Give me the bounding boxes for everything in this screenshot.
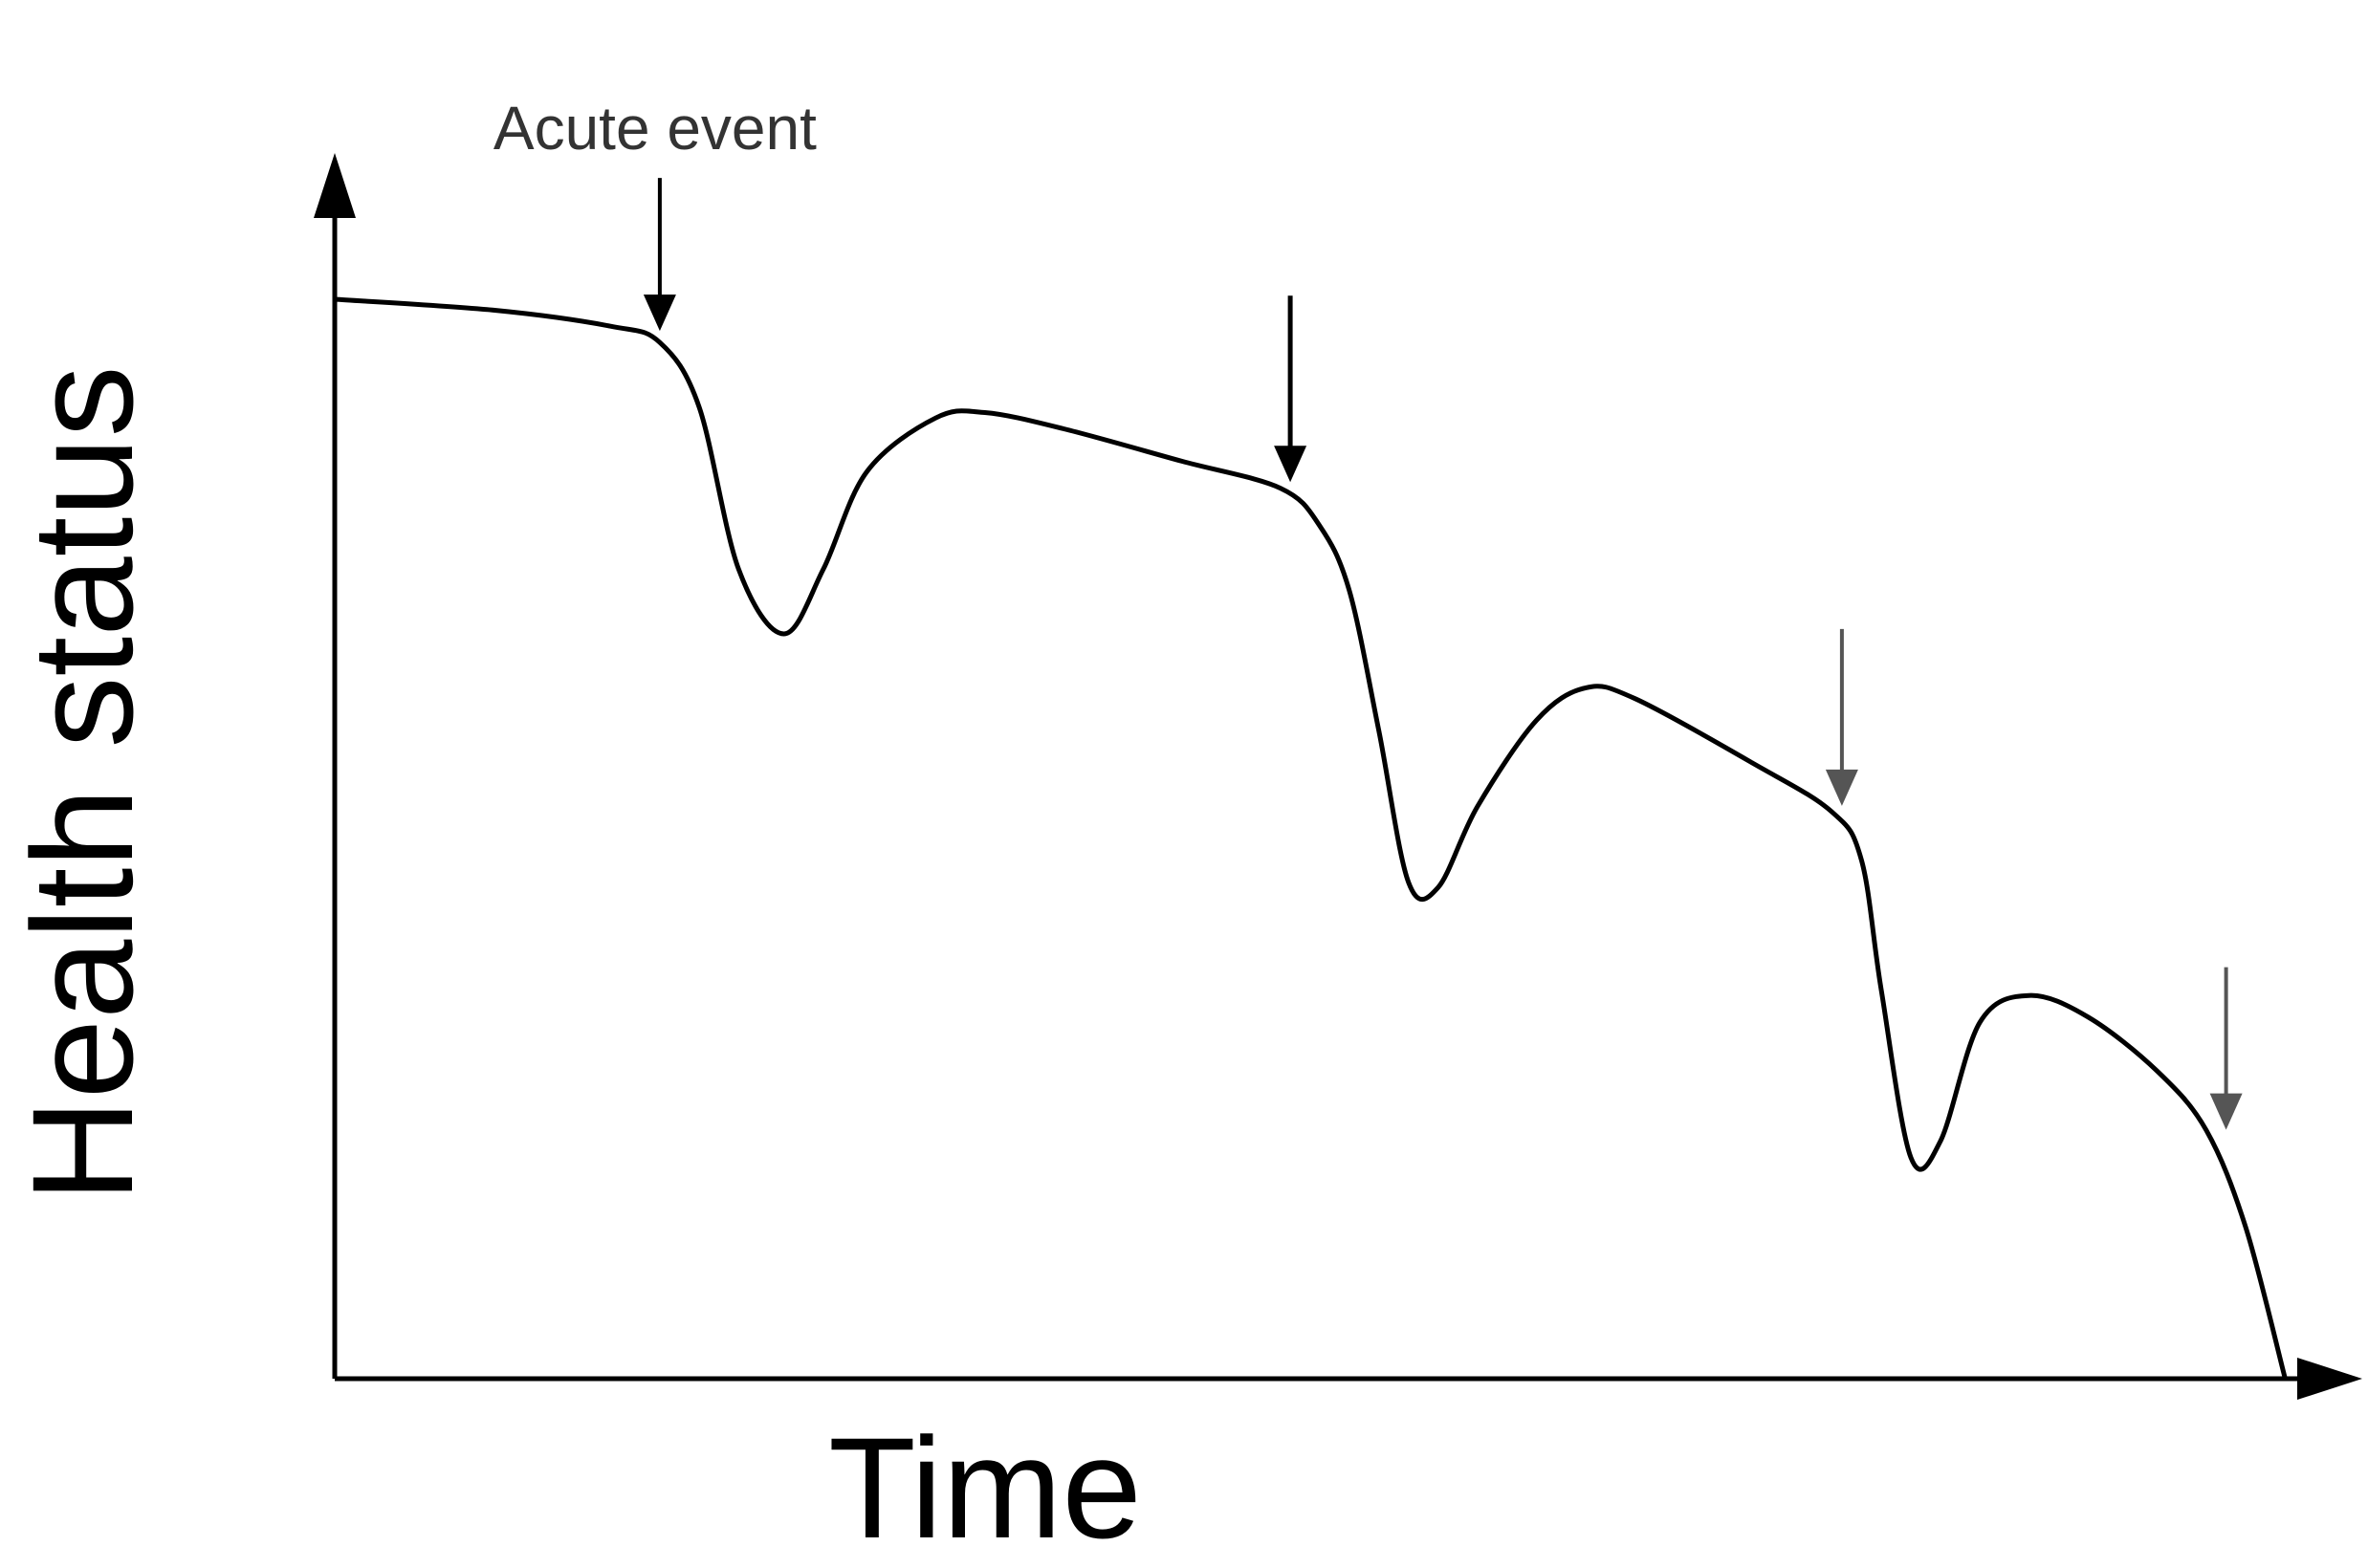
acute-event-arrow: [1825, 628, 1858, 806]
arrow-head: [1825, 769, 1858, 806]
x-axis-arrowhead: [2297, 1358, 2362, 1400]
annotation-label-acute-event: Acute event: [493, 94, 817, 163]
acute-event-arrow: Acute event: [493, 94, 817, 332]
arrow-head: [1274, 446, 1307, 483]
axes: [314, 153, 2362, 1400]
acute-event-arrow: [1274, 295, 1307, 483]
acute-event-arrow: [2209, 967, 2243, 1130]
acute-event-annotations: Acute event: [493, 94, 2243, 1130]
arrow-head: [2209, 1093, 2243, 1130]
x-axis-label: Time: [828, 1407, 1142, 1568]
y-axis-arrowhead: [314, 153, 356, 218]
series-line-health-status: [332, 296, 2288, 1382]
arrow-head: [643, 294, 676, 332]
y-axis-label: Health status: [2, 365, 163, 1202]
